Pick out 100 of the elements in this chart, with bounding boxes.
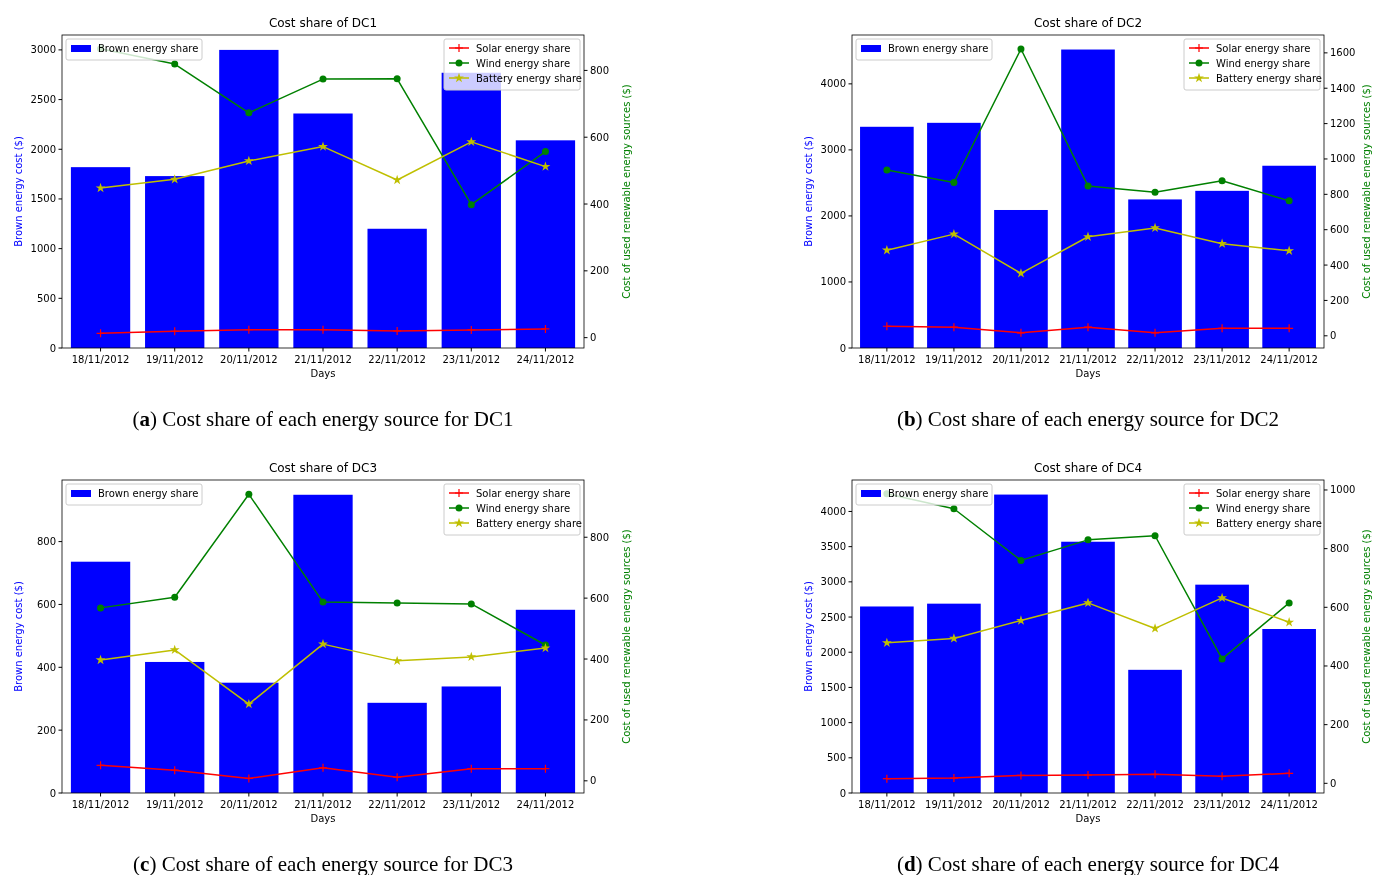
y-tick-label: 1000 [820,717,846,729]
y-tick-label: 4000 [820,78,846,90]
x-tick-label: 22/11/2012 [368,354,426,365]
x-tick-label: 21/11/2012 [294,354,352,365]
y-axis-title: Brown energy cost ($) [13,581,24,692]
y2-tick-label: 1200 [1330,118,1356,130]
x-tick-label: 19/11/2012 [145,799,204,810]
x-tick-label: 24/11/2012 [516,799,575,810]
x-tick-label: 18/11/2012 [71,354,130,365]
y2-tick-label: 800 [590,64,610,76]
y2-axis-title: Cost of used renewable energy sources ($) [621,84,632,299]
y2-axis-title: Cost of used renewable energy sources ($) [1361,84,1372,299]
y-tick-label: 1500 [30,193,56,205]
y2-tick-label: 600 [1330,601,1350,613]
y2-tick-label: 400 [590,198,610,210]
y-tick-label: 2000 [820,646,846,658]
legend-label: Brown energy share [98,43,199,54]
y-tick-label: 0 [839,787,846,799]
x-tick-label: 22/11/2012 [368,799,426,810]
x-tick-label: 24/11/2012 [516,354,575,365]
x-tick-label: 23/11/2012 [442,354,501,365]
y-tick-label: 500 [826,752,846,764]
y2-tick-label: 200 [590,265,610,277]
x-tick-label: 18/11/2012 [858,799,916,810]
y-tick-label: 2500 [820,611,846,623]
y-tick-label: 1000 [30,243,56,255]
y-tick-label: 3000 [820,144,846,156]
y2-tick-label: 800 [1330,543,1350,555]
x-tick-label: 18/11/2012 [858,354,916,365]
y-axis-title: Brown energy cost ($) [13,136,24,247]
y2-tick-label: 1600 [1330,47,1356,59]
y2-tick-label: 600 [590,592,610,604]
y-tick-label: 500 [36,292,56,304]
y2-tick-label: 800 [590,531,610,543]
x-tick-label: 20/11/2012 [992,799,1050,810]
legend-label: Solar energy share [476,488,571,499]
y-tick-label: 3000 [820,576,846,588]
chart-title: Cost share of DC1 [268,16,378,30]
y-tick-label: 2000 [30,143,56,155]
text: (b) Cost share of each energy source for DC2 [896,407,1280,431]
y2-tick-label: 200 [590,714,610,726]
y2-tick-label: 0 [590,332,597,344]
x-tick-label: 23/11/2012 [1193,799,1251,810]
legend-label: Brown energy share [888,43,989,54]
x-tick-label: 20/11/2012 [220,354,278,365]
x-tick-label: 19/11/2012 [145,354,204,365]
y-axis-title: Brown energy cost ($) [803,136,814,247]
legend-label: Brown energy share [98,488,199,499]
y2-axis-title: Cost of used renewable energy sources ($) [1361,529,1372,744]
legend-label: Wind energy share [476,503,571,514]
legend-label: Wind energy share [476,58,571,69]
x-tick-label: 19/11/2012 [925,354,983,365]
x-tick-label: 23/11/2012 [442,799,501,810]
text: (d) Cost share of each energy source for DC4 [896,852,1280,875]
y2-tick-label: 200 [1330,294,1350,306]
y2-tick-label: 600 [1330,224,1350,236]
x-tick-label: 22/11/2012 [1126,799,1184,810]
x-tick-label: 22/11/2012 [1126,354,1184,365]
y2-tick-label: 1400 [1330,82,1356,94]
chart-title: Cost share of DC4 [1033,461,1143,475]
x-tick-label: 24/11/2012 [1260,799,1318,810]
y-tick-label: 2000 [820,210,846,222]
y-tick-label: 400 [36,661,56,673]
y-tick-label: 1500 [820,681,846,693]
y2-axis-title: Cost of used renewable energy sources ($) [621,529,632,744]
x-tick-label: 21/11/2012 [294,799,352,810]
legend-label: Wind energy share [1216,58,1311,69]
y-tick-label: 800 [36,536,56,548]
chart-title: Cost share of DC2 [1033,16,1143,30]
x-tick-label: 24/11/2012 [1260,354,1318,365]
legend-label: Wind energy share [1216,503,1311,514]
text: (a) Cost share of each energy source for DC1 [132,407,514,431]
y2-tick-label: 400 [590,653,610,665]
y-tick-label: 1000 [820,276,846,288]
y-axis-title: Brown energy cost ($) [803,581,814,692]
legend-label: Battery energy share [476,518,582,529]
y-tick-label: 3500 [820,541,846,553]
y2-tick-label: 600 [590,131,610,143]
y2-tick-label: 400 [1330,660,1350,672]
x-tick-label: 21/11/2012 [1059,799,1117,810]
y-tick-label: 0 [839,342,846,354]
legend-label: Solar energy share [1216,488,1311,499]
legend-label: Solar energy share [1216,43,1311,54]
legend-label: Battery energy share [476,73,582,84]
legend-label: Brown energy share [888,488,989,499]
y-tick-label: 600 [36,598,56,610]
text: (c) Cost share of each energy source for DC3 [133,852,513,875]
y2-tick-label: 0 [1330,777,1337,789]
x-axis-title: Days [310,368,336,379]
y-tick-label: 2500 [30,94,56,106]
x-axis-title: Days [1075,368,1101,379]
y-tick-label: 0 [49,342,56,354]
legend-label: Battery energy share [1216,518,1322,529]
x-axis-title: Days [310,813,336,824]
legend-label: Solar energy share [476,43,571,54]
legend-label: Battery energy share [1216,73,1322,84]
y2-tick-label: 200 [1330,719,1350,731]
y2-tick-label: 400 [1330,259,1350,271]
x-tick-label: 20/11/2012 [220,799,278,810]
x-axis-title: Days [1075,813,1101,824]
